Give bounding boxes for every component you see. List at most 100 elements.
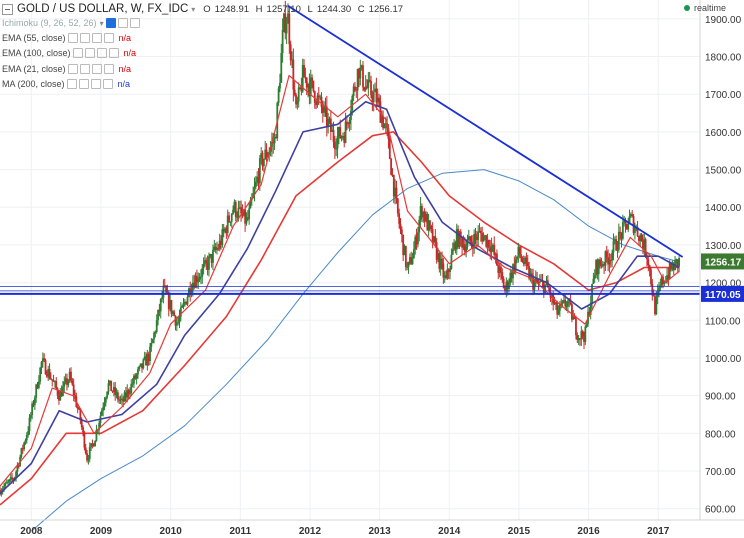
close-icon[interactable] <box>129 18 140 28</box>
candle-body <box>392 174 395 197</box>
candle-body <box>355 89 358 91</box>
trendline[interactable] <box>287 4 684 258</box>
add-icon[interactable] <box>90 79 101 89</box>
candle-body <box>363 87 366 91</box>
candle-body <box>354 86 356 90</box>
add-icon[interactable] <box>96 48 107 58</box>
y-axis[interactable]: 1900.00 1800.00 1700.00 1600.00 1500.00 1400.… <box>699 0 742 520</box>
candle-body <box>303 65 305 78</box>
candle-body <box>646 256 648 260</box>
candle-body <box>572 316 575 320</box>
candle-body <box>120 398 123 400</box>
open-value: 1248.91 <box>214 3 250 15</box>
symbol-title[interactable]: GOLD / US DOLLAR, W, FX_IDC <box>17 3 189 15</box>
x-axis[interactable]: 2008 2009 2010 2011 2012 2013 2014 2015 2016 2017 <box>0 519 744 537</box>
settings-icon[interactable] <box>79 33 90 43</box>
candle-body <box>107 383 110 392</box>
candle-body <box>442 263 445 278</box>
candle-body <box>478 230 481 232</box>
x-tick-label: 2017 <box>647 526 670 537</box>
candle-body <box>261 152 264 167</box>
candle-body <box>200 276 202 278</box>
candle-body <box>643 239 646 250</box>
candle-body <box>565 306 568 308</box>
candle-body <box>182 303 185 306</box>
close-icon[interactable] <box>102 79 113 89</box>
candle-body <box>218 240 221 249</box>
candle-body <box>593 275 596 279</box>
close-icon[interactable] <box>108 48 119 58</box>
status-dot-icon <box>683 5 690 11</box>
candle-body <box>64 378 67 382</box>
close-icon[interactable] <box>103 64 114 74</box>
candle-body <box>617 231 620 250</box>
close-icon[interactable] <box>103 33 114 43</box>
candle-body <box>454 242 457 250</box>
candle-body <box>299 87 301 89</box>
indicator-ichimoku[interactable]: Ichimoku (9, 26, 52, 26) ▾ <box>2 16 140 30</box>
candle-body <box>224 228 226 232</box>
candle-body <box>394 187 397 197</box>
ema55-line <box>0 100 680 495</box>
add-icon[interactable] <box>91 64 102 74</box>
candle-body <box>115 392 118 395</box>
candle-body <box>526 262 529 267</box>
candle-body <box>114 387 117 395</box>
candle-body <box>257 176 260 184</box>
candle-body <box>482 236 485 242</box>
candle-body <box>375 88 378 103</box>
candle-body <box>208 256 210 270</box>
indicator-ma200[interactable]: MA (200, close) n/a <box>2 79 131 89</box>
candle-body <box>599 259 601 265</box>
indicator-ema55[interactable]: EMA (55, close) n/a <box>2 33 132 43</box>
candle-body <box>102 407 105 411</box>
indicator-ema100[interactable]: EMA (100, close) n/a <box>2 48 137 58</box>
candle-body <box>70 371 72 381</box>
settings-icon[interactable] <box>84 48 95 58</box>
candle-body <box>307 84 309 88</box>
candle-body <box>351 96 354 111</box>
chevron-down-icon[interactable]: ▾ <box>191 4 196 14</box>
candle-body <box>518 246 521 255</box>
candle-body <box>437 253 439 260</box>
eye-icon[interactable] <box>72 48 83 58</box>
settings-icon[interactable] <box>117 18 128 28</box>
candle-body <box>463 244 466 252</box>
candle-body <box>533 281 536 290</box>
candle-body <box>675 259 678 261</box>
candle-body <box>122 398 125 402</box>
candle-body <box>474 233 477 238</box>
add-icon[interactable] <box>91 33 102 43</box>
candle-body <box>537 282 540 284</box>
settings-icon[interactable] <box>78 79 89 89</box>
chevron-down-icon[interactable]: ▾ <box>99 18 104 28</box>
candle-body <box>431 229 434 243</box>
indicator-ema21[interactable]: EMA (21, close) n/a <box>2 64 132 74</box>
candle-body <box>398 213 401 224</box>
candle-body <box>497 265 500 273</box>
candle-body <box>238 207 241 209</box>
settings-icon[interactable] <box>79 64 90 74</box>
candle-body <box>332 129 335 142</box>
candle-body <box>209 254 212 257</box>
y-tick-label: 1100.00 <box>705 316 741 327</box>
candle-body <box>340 136 343 139</box>
eye-icon[interactable] <box>66 79 77 89</box>
candle-body <box>636 226 639 237</box>
eye-icon[interactable] <box>67 33 78 43</box>
candle-body <box>429 220 431 226</box>
eye-icon[interactable] <box>105 18 116 28</box>
candle-body <box>236 216 238 218</box>
y-tick-label: 1900.00 <box>705 15 742 26</box>
candle-body <box>196 275 198 283</box>
candle-body <box>129 392 131 395</box>
collapse-icon[interactable] <box>2 3 13 15</box>
candle-body <box>197 279 200 283</box>
candle-body <box>581 331 584 337</box>
candle-body <box>311 77 313 81</box>
candle-body <box>155 320 158 332</box>
candle-body <box>319 96 322 98</box>
eye-icon[interactable] <box>67 64 78 74</box>
candle-body <box>462 244 465 248</box>
